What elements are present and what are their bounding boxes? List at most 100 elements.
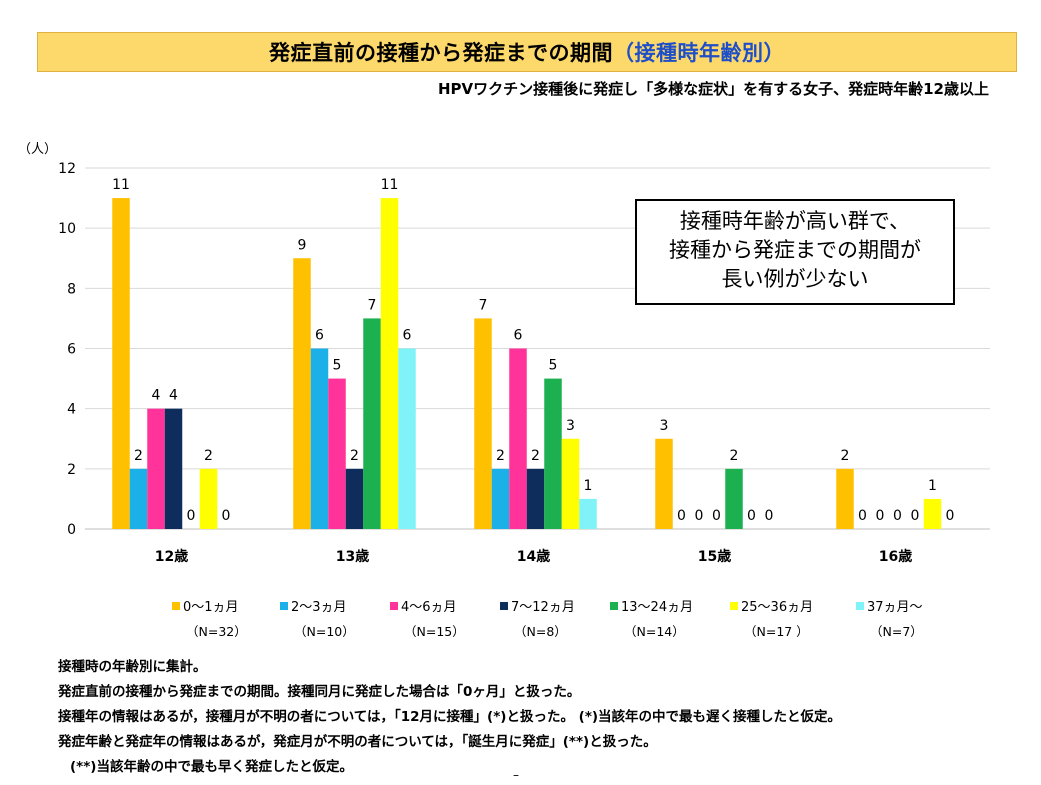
data-label: 3 [566, 418, 575, 434]
footnote-5: (**)当該年齢の中で最も早く発症したと仮定。 [70, 759, 353, 775]
legend-count: （N=32） [186, 624, 247, 639]
footnote-3: 接種年の情報はあるが，接種月が不明の者については，「12月に接種」(*)と扱った… [58, 709, 842, 725]
bar [164, 408, 183, 529]
callout-text: 接種から発症までの期間が [669, 238, 921, 262]
data-label: 0 [893, 508, 902, 524]
bar [310, 348, 329, 529]
legend-label: 4～6ヵ月 [401, 600, 457, 615]
footnotes: 接種時の年齢別に集計。 発症直前の接種から発症までの期間。接種同月に発症した場合… [58, 655, 841, 780]
legend-swatch [730, 602, 738, 610]
y-tick-label: 6 [67, 342, 76, 358]
legend-count: （N=10） [294, 624, 355, 639]
x-tick-label: 16歳 [879, 548, 912, 565]
bar [112, 198, 130, 530]
data-label: 2 [496, 448, 505, 464]
data-label: 0 [876, 508, 885, 524]
y-tick-label: 12 [58, 161, 76, 177]
footnote-1: 接種時の年齢別に集計。 [58, 659, 207, 675]
data-label: 4 [169, 388, 178, 404]
legend-label: 25～36ヵ月 [741, 600, 813, 615]
data-label: 3 [660, 418, 669, 434]
title-banner: 発症直前の接種から発症までの期間 （接種時年齢別） [37, 32, 1017, 72]
bar [655, 438, 673, 529]
data-label: 7 [368, 297, 377, 313]
bar [345, 468, 364, 529]
legend-label: 2～3ヵ月 [291, 600, 347, 615]
legend-swatch [610, 602, 618, 610]
data-label: 11 [112, 177, 130, 193]
bar [199, 468, 218, 529]
bar [363, 318, 381, 529]
legend-count: （N=7） [870, 624, 923, 639]
legend-count: （N=17 ） [744, 624, 809, 639]
data-label: 0 [747, 508, 756, 524]
page-mark: – [513, 768, 519, 782]
bar [293, 258, 311, 529]
bar [836, 468, 854, 529]
x-tick-label: 13歳 [336, 548, 369, 565]
callout-box [635, 199, 955, 305]
data-label: 5 [333, 358, 342, 374]
legend-label: 0～1ヵ月 [183, 600, 239, 615]
footnote-2: 発症直前の接種から発症までの期間。接種同月に発症した場合は「0ヶ月」と扱った。 [58, 684, 581, 700]
bar [544, 378, 562, 529]
data-label: 4 [152, 388, 161, 404]
legend-count: （N=14） [624, 624, 685, 639]
callout-text: 長い例が少ない [722, 267, 869, 291]
y-tick-label: 4 [67, 402, 76, 418]
bar [328, 378, 346, 529]
y-tick-label: 10 [58, 221, 76, 237]
data-label: 6 [315, 328, 324, 344]
data-label: 0 [677, 508, 686, 524]
chart-title: 発症直前の接種から発症までの期間 [269, 41, 613, 65]
legend-label: 7～12ヵ月 [511, 600, 575, 615]
y-tick-label: 2 [67, 462, 76, 478]
data-label: 5 [549, 358, 558, 374]
data-label: 6 [514, 328, 523, 344]
x-tick-label: 15歳 [698, 548, 731, 565]
legend-label: 13～24ヵ月 [621, 600, 693, 615]
y-tick-label: 0 [67, 522, 76, 538]
callout-text: 接種時年齢が高い群で、 [680, 209, 910, 233]
bar [509, 348, 527, 529]
data-label: 7 [479, 297, 488, 313]
legend-swatch [172, 602, 180, 610]
data-label: 0 [858, 508, 867, 524]
data-label: 2 [531, 448, 540, 464]
data-label: 9 [298, 237, 307, 253]
chart-title-accent: （接種時年齢別） [613, 41, 785, 65]
chart-subtitle: HPVワクチン接種後に発症し「多様な症状」を有する女子、発症時年齢12歳以上 [437, 80, 989, 98]
bar [491, 468, 510, 529]
legend-count: （N=8） [514, 624, 567, 639]
data-label: 0 [695, 508, 704, 524]
data-label: 2 [134, 448, 143, 464]
legend-count: （N=15） [404, 624, 465, 639]
data-label: 11 [381, 177, 399, 193]
bar [129, 468, 148, 529]
data-label: 2 [841, 448, 850, 464]
data-label: 0 [712, 508, 721, 524]
x-tick-label: 12歳 [155, 548, 188, 565]
legend-label: 37ヵ月～ [867, 600, 923, 615]
data-label: 1 [584, 478, 593, 494]
data-label: 0 [911, 508, 920, 524]
legend-swatch [390, 602, 398, 610]
bar [147, 408, 165, 529]
legend-swatch [500, 602, 508, 610]
legend-swatch [856, 602, 864, 610]
x-tick-label: 14歳 [517, 548, 550, 565]
footnote-4: 発症年齢と発症年の情報はあるが，発症月が不明の者については，「誕生月に発症」(*… [58, 734, 657, 750]
data-label: 0 [187, 508, 196, 524]
data-label: 0 [946, 508, 955, 524]
data-label: 1 [928, 478, 937, 494]
bar [474, 318, 492, 529]
data-label: 6 [403, 328, 412, 344]
bar [380, 198, 399, 530]
y-tick-label: 8 [67, 281, 76, 297]
y-axis-label: （人） [18, 142, 57, 157]
data-label: 0 [765, 508, 774, 524]
bar [725, 468, 743, 529]
data-label: 2 [204, 448, 213, 464]
bar [923, 498, 942, 529]
